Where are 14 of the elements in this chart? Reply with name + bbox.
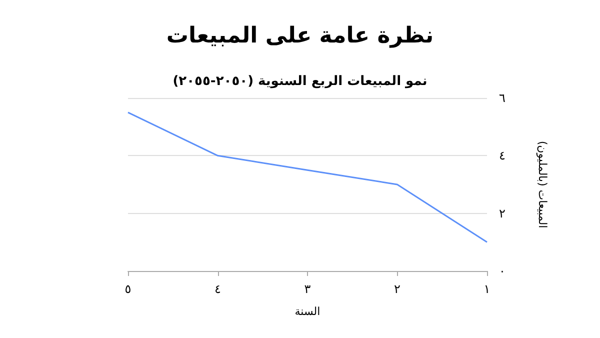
x-tick-label: ٤ (214, 282, 221, 296)
x-axis-title: السنة (294, 305, 320, 318)
x-tick-label: ١ (484, 282, 490, 296)
y-axis-title: المبيعات (بالمليون) (536, 140, 549, 228)
chart-subtitle: نمو المبيعات الربع السنوية (٢٠٥٠-٢٠٥٥) (172, 74, 428, 89)
y-tick-label: ٤ (499, 148, 506, 163)
line-series (127, 112, 488, 243)
x-tick-label: ٣ (304, 282, 312, 296)
x-tick-label: ٥ (124, 282, 132, 296)
x-tick-label: ٢ (394, 282, 400, 296)
chart-title: نظرة عامة على المبيعات (166, 24, 434, 48)
y-tick-label: ٢ (499, 206, 506, 220)
y-tick-label: ٦ (499, 91, 506, 105)
y-tick-label: ٠ (499, 264, 506, 278)
